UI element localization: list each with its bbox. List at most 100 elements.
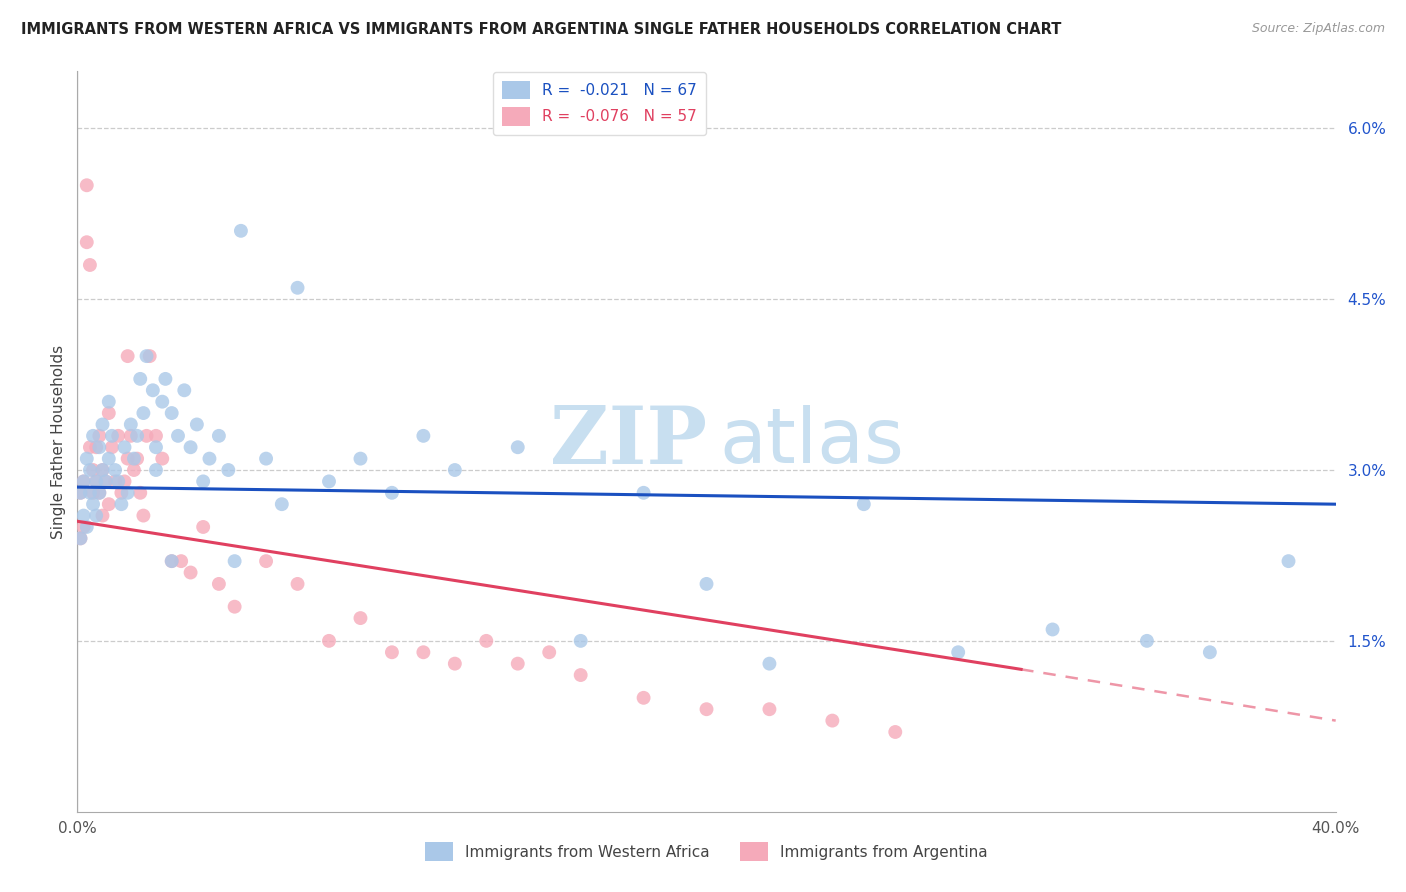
Point — [110, 497, 132, 511]
Point — [229, 224, 252, 238]
Point — [150, 451, 173, 466]
Point — [117, 485, 139, 500]
Point — [79, 258, 101, 272]
Point — [114, 440, 136, 454]
Point — [412, 645, 434, 659]
Point — [633, 690, 655, 705]
Point — [821, 714, 844, 728]
Point — [160, 554, 183, 568]
Point — [254, 451, 277, 466]
Point — [97, 497, 120, 511]
Point — [758, 702, 780, 716]
Point — [69, 485, 91, 500]
Point — [1136, 633, 1159, 648]
Point — [132, 508, 155, 523]
Point — [117, 451, 139, 466]
Point — [82, 485, 104, 500]
Point — [381, 645, 404, 659]
Point — [122, 463, 145, 477]
Point — [79, 485, 101, 500]
Point — [132, 406, 155, 420]
Point — [948, 645, 970, 659]
Point — [76, 520, 98, 534]
Point — [107, 475, 129, 489]
Point — [89, 429, 111, 443]
Point — [101, 429, 124, 443]
Point — [91, 463, 114, 477]
Point — [506, 440, 529, 454]
Point — [444, 657, 467, 671]
Point — [84, 475, 107, 489]
Point — [89, 485, 111, 500]
Point — [97, 406, 120, 420]
Point — [191, 475, 215, 489]
Point — [84, 475, 107, 489]
Point — [150, 394, 173, 409]
Point — [129, 372, 152, 386]
Point — [142, 384, 165, 398]
Point — [122, 451, 145, 466]
Point — [287, 577, 309, 591]
Point — [76, 178, 98, 193]
Point — [217, 463, 239, 477]
Point — [69, 532, 91, 546]
Point — [191, 520, 215, 534]
Point — [349, 451, 371, 466]
Point — [82, 497, 104, 511]
Point — [72, 475, 94, 489]
Point — [107, 429, 129, 443]
Point — [381, 485, 404, 500]
Point — [758, 657, 780, 671]
Point — [538, 645, 561, 659]
Point — [884, 725, 907, 739]
Point — [79, 463, 101, 477]
Point — [160, 554, 183, 568]
Point — [91, 508, 114, 523]
Point — [155, 372, 177, 386]
Point — [84, 440, 107, 454]
Text: ZIP: ZIP — [550, 402, 707, 481]
Point — [94, 475, 117, 489]
Point — [145, 440, 167, 454]
Point — [89, 440, 111, 454]
Point — [76, 235, 98, 250]
Point — [82, 429, 104, 443]
Point — [117, 349, 139, 363]
Point — [72, 475, 94, 489]
Point — [91, 463, 114, 477]
Point — [1042, 623, 1064, 637]
Point — [127, 429, 149, 443]
Point — [696, 702, 718, 716]
Point — [69, 485, 91, 500]
Point — [94, 475, 117, 489]
Point — [97, 394, 120, 409]
Point — [79, 440, 101, 454]
Point — [145, 429, 167, 443]
Point — [173, 384, 195, 398]
Point — [72, 508, 94, 523]
Point — [120, 417, 142, 432]
Point — [89, 485, 111, 500]
Point — [633, 485, 655, 500]
Point — [224, 554, 246, 568]
Point — [91, 417, 114, 432]
Y-axis label: Single Father Households: Single Father Households — [51, 344, 66, 539]
Point — [1199, 645, 1222, 659]
Text: Source: ZipAtlas.com: Source: ZipAtlas.com — [1251, 22, 1385, 36]
Point — [110, 485, 132, 500]
Point — [318, 633, 340, 648]
Point — [224, 599, 246, 614]
Text: atlas: atlas — [718, 405, 904, 478]
Point — [349, 611, 371, 625]
Point — [160, 406, 183, 420]
Point — [569, 633, 592, 648]
Point — [270, 497, 292, 511]
Point — [104, 463, 127, 477]
Point — [138, 349, 160, 363]
Point — [506, 657, 529, 671]
Point — [127, 451, 149, 466]
Point — [444, 463, 467, 477]
Text: IMMIGRANTS FROM WESTERN AFRICA VS IMMIGRANTS FROM ARGENTINA SINGLE FATHER HOUSEH: IMMIGRANTS FROM WESTERN AFRICA VS IMMIGR… — [21, 22, 1062, 37]
Point — [129, 485, 152, 500]
Point — [69, 532, 91, 546]
